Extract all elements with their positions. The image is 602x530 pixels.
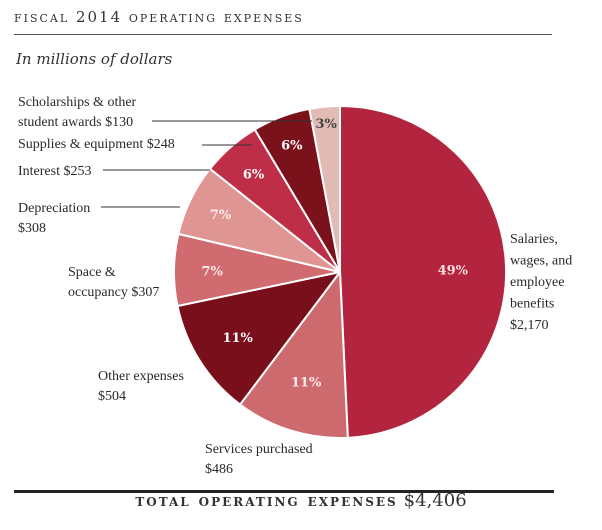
slice-category-label: student awards $130 [18,115,133,130]
pie-slice [308,104,341,273]
slice-category-label: Services purchased [205,442,313,457]
slice-category-label: $486 [205,462,233,477]
total-line: total operating expenses $4,406 [0,490,602,511]
total-label: total operating expenses [135,491,398,511]
slice-category-label: benefits [510,297,554,312]
chart-subtitle: In millions of dollars [16,50,173,68]
slice-category-label: wages, and [510,254,572,269]
pie-slice [339,105,508,439]
total-rule [14,490,554,493]
slice-category-label: Supplies & equipment $248 [18,137,175,152]
slice-category-label: Interest $253 [18,164,91,179]
slice-category-label: $2,170 [510,318,549,333]
slice-percent-label: 6% [281,139,303,154]
slice-category-label: employee [510,275,564,290]
pie-slice [239,271,349,439]
slice-percent-label: 6% [243,167,265,182]
slice-percent-label: 3% [315,117,337,132]
slice-category-label: $308 [18,221,46,236]
slice-category-label: Other expenses [98,369,184,384]
slice-percent-label: 49% [438,263,469,278]
slice-category-label: $504 [98,389,126,404]
slice-percent-label: 7% [210,208,232,223]
chart-title: fiscal 2014 operating expenses [14,8,304,26]
slice-percent-label: 7% [201,264,223,279]
slice-percent-label: 11% [291,375,322,390]
slice-category-label: Salaries, [510,232,558,247]
title-rule [14,34,552,35]
slice-percent-label: 11% [222,331,253,346]
slice-category-label: Space & [68,265,116,280]
total-amount: $4,406 [403,490,467,511]
slice-category-label: Depreciation [18,201,90,216]
slice-category-label: Scholarships & other [18,95,137,110]
pie-chart: 49% Salaries, wages, and employee benefits $2… [18,95,572,477]
pie-slice [176,271,341,406]
slice-category-label: occupancy $307 [68,285,159,300]
